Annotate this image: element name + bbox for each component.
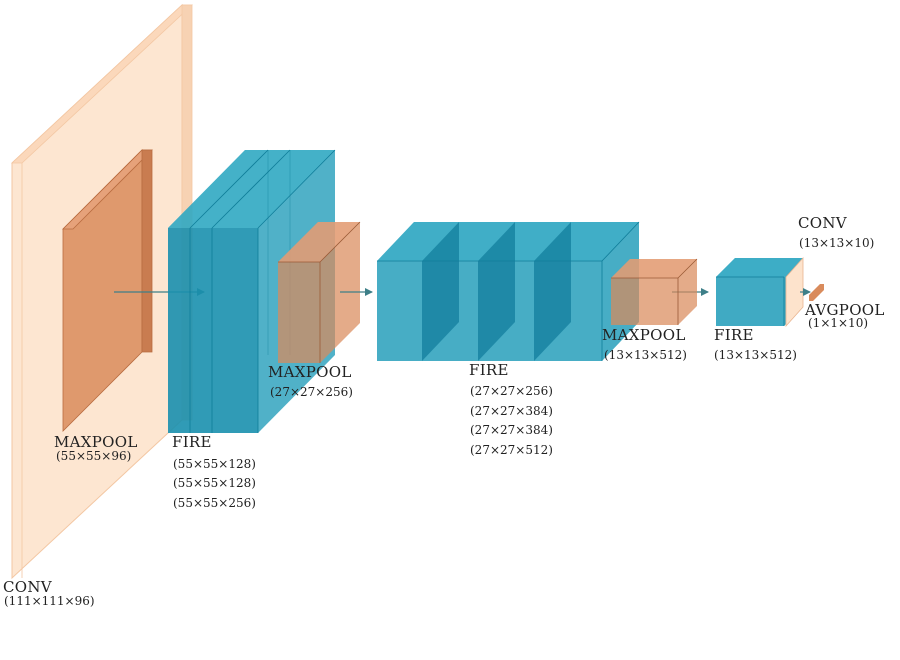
fire1-dim-3: (55×55×256) (173, 496, 256, 510)
fire2-dim-3: (27×27×384) (470, 423, 553, 437)
fire3-label: FIRE (714, 326, 754, 344)
maxpool1-label: MAXPOOL (54, 433, 138, 451)
maxpool3-dim: (13×13×512) (604, 348, 687, 362)
fire2-block (377, 221, 640, 361)
fire2-label: FIRE (469, 361, 509, 379)
conv10-dim: (13×13×10) (799, 236, 875, 250)
fire2-dim-1: (27×27×256) (470, 384, 553, 398)
avgpool-label: AVGPOOL (805, 301, 885, 319)
fire2-dim-2: (27×27×384) (470, 404, 553, 418)
fire2-dim-4: (27×27×512) (470, 443, 553, 457)
conv1-dim: (111×111×96) (4, 594, 95, 608)
maxpool2-label: MAXPOOL (268, 363, 352, 381)
maxpool1-dim: (55×55×96) (56, 449, 132, 463)
fire1-dim-1: (55×55×128) (173, 457, 256, 471)
maxpool2-block (278, 221, 361, 363)
conv10-label: CONV (798, 214, 847, 232)
maxpool3-block (611, 258, 698, 325)
fire1-label: FIRE (172, 433, 212, 451)
conv10-block (785, 256, 804, 328)
avgpool-dim: (1×1×10) (808, 316, 869, 330)
maxpool2-dim: (27×27×256) (270, 385, 353, 399)
conv1-label: CONV (3, 578, 52, 596)
maxpool3-label: MAXPOOL (602, 326, 686, 344)
avgpool-block (809, 284, 824, 301)
maxpool1-block (62, 149, 153, 432)
fire3-dim: (13×13×512) (714, 348, 797, 362)
fire3-block (716, 258, 803, 326)
fire1-dim-2: (55×55×128) (173, 476, 256, 490)
